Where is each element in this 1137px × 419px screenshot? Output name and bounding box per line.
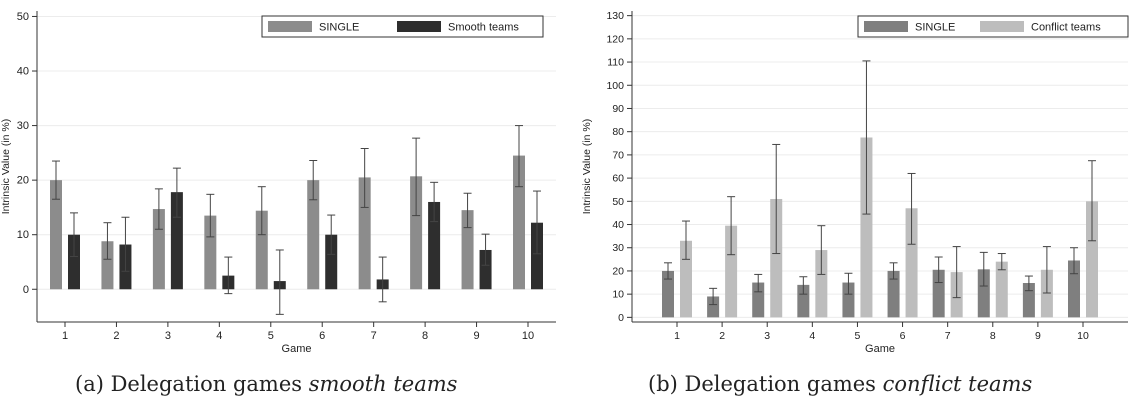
chart-a-ytick-label: 20: [17, 175, 29, 187]
chart-a-legend-swatch-single: [268, 21, 312, 32]
chart-b-bar-teams: [725, 225, 738, 318]
chart-b-ytick-label: 90: [612, 103, 624, 115]
chart-b-xtick-label: 2: [719, 330, 725, 342]
chart-b-bar-single: [977, 269, 990, 318]
chart-a-xtick-label: 1: [62, 330, 68, 342]
chart-a-bar-teams: [428, 201, 441, 290]
chart-b-ytick-label: 100: [606, 80, 624, 92]
chart-a-ytick-label: 0: [23, 284, 29, 296]
chart-a-legend-label-teams: Smooth teams: [448, 22, 519, 34]
chart-b-ytick-label: 110: [607, 57, 624, 69]
chart-b-ytick-label: 20: [612, 265, 624, 277]
chart-b-bar-teams: [770, 198, 783, 318]
chart-b-xtick-label: 6: [900, 330, 906, 342]
chart-b-xtick-label: 10: [1077, 330, 1089, 342]
chart-a-xtick-label: 7: [371, 330, 377, 342]
chart-a-legend-swatch-teams: [397, 21, 441, 32]
caption-a-prefix: (a) Delegation games: [75, 372, 309, 396]
chart-b-ytick-label: 120: [606, 33, 624, 45]
caption-b-prefix: (b) Delegation games: [648, 372, 883, 396]
chart-b-xtick-label: 9: [1035, 330, 1041, 342]
chart-b-xtick-label: 7: [945, 330, 951, 342]
chart-a-ytick-label: 40: [17, 66, 29, 78]
chart-b-bar-single: [1022, 283, 1035, 318]
chart-b-xtick-label: 5: [855, 330, 861, 342]
chart-a-bar-single: [358, 177, 371, 290]
chart-a-xtick-label: 5: [268, 330, 274, 342]
chart-b-ytick-label: 80: [612, 126, 624, 138]
chart-a-bar-single: [204, 215, 217, 290]
chart-a-plot-area: [37, 11, 556, 322]
chart-b-bar-teams: [680, 240, 692, 318]
chart-a-xtick-label: 8: [422, 330, 428, 342]
chart-b-y-axis-title: Intrinsic Value (in %): [581, 119, 593, 215]
chart-b-x-axis-title: Game: [865, 343, 895, 355]
chart-a-ytick-label: 50: [17, 11, 29, 23]
chart-b-legend-label-single: SINGLE: [915, 22, 955, 34]
chart-b-bar-teams: [1086, 201, 1098, 318]
chart-a-xtick-label: 2: [113, 330, 119, 342]
chart-b-plot-area: [632, 11, 1128, 322]
caption-a-emph: smooth teams: [308, 372, 458, 396]
caption-b: (b) Delegation games conflict teams: [648, 372, 1032, 396]
chart-panel-b: 0 10 20 30 40 50 60 70 80 90 100 110 120 130 1 2 3 4 5 6 7 8 9…: [568, 0, 1137, 419]
chart-a-ytick-label: 10: [17, 229, 29, 241]
chart-a-bar-single: [255, 210, 268, 290]
chart-a-bar-single: [307, 180, 320, 290]
chart-a-ytick-label: 30: [17, 120, 29, 132]
chart-b-legend-label-teams: Conflict teams: [1031, 22, 1101, 34]
chart-b-bar-single: [932, 269, 945, 318]
chart-b-bar-single: [1068, 260, 1080, 318]
chart-b-bar-teams: [815, 250, 828, 318]
chart-b-bar-teams: [995, 261, 1008, 318]
chart-b-xtick-label: 4: [809, 330, 815, 342]
chart-a-xtick-label: 10: [522, 330, 534, 342]
chart-b-ytick-label: 10: [612, 289, 624, 301]
chart-b-ytick-label: 60: [612, 173, 624, 185]
chart-a-xtick-label: 6: [319, 330, 325, 342]
chart-a-bar-single: [101, 241, 114, 290]
chart-a-bar-teams: [479, 249, 492, 290]
chart-b-bar-single: [887, 270, 900, 318]
chart-b-bar-single: [707, 296, 720, 318]
chart-b-bar-teams: [860, 137, 873, 318]
chart-b-ytick-label: 0: [618, 312, 624, 324]
chart-a-bar-teams: [325, 234, 338, 290]
chart-panel-a: 0 10 20 30 40 50 1 2 3 4 5 6 7 8 9 10 Game Intrinsic Valu…: [0, 0, 568, 419]
chart-a-y-axis-title: Intrinsic Value (in %): [0, 119, 12, 215]
chart-b-bar-single: [752, 282, 765, 318]
chart-b-ytick-label: 130: [606, 10, 624, 22]
chart-b-legend-swatch-single: [864, 21, 908, 32]
chart-a-bar-single: [50, 180, 62, 290]
chart-a-legend-label-single: SINGLE: [319, 22, 359, 34]
chart-b-bar-teams: [905, 208, 918, 318]
chart-b-ytick-label: 30: [612, 242, 624, 254]
chart-b-bar-single: [662, 270, 674, 318]
chart-b-bar-single: [797, 284, 810, 318]
caption-b-emph: conflict teams: [882, 372, 1033, 396]
chart-a-bar-teams: [531, 222, 543, 290]
chart-b-xtick-label: 8: [990, 330, 996, 342]
chart-b-ytick-label: 50: [612, 196, 624, 208]
chart-a-bar-teams: [170, 192, 183, 290]
chart-b-xtick-label: 1: [674, 330, 680, 342]
chart-b-legend-swatch-teams: [980, 21, 1024, 32]
chart-a-bar-single: [513, 155, 525, 290]
chart-a-bar-teams: [68, 234, 80, 290]
chart-a-xtick-label: 4: [216, 330, 222, 342]
chart-b-ytick-label: 40: [612, 219, 624, 231]
chart-a-bar-single: [410, 176, 423, 290]
chart-b-xtick-label: 3: [764, 330, 770, 342]
chart-b-bar-single: [842, 282, 855, 318]
chart-b-ytick-label: 70: [612, 149, 624, 161]
chart-b-bar-teams: [1040, 269, 1053, 318]
chart-b-svg: 0 10 20 30 40 50 60 70 80 90 100 110 120 130 1 2 3 4 5 6 7 8 9…: [581, 10, 1129, 355]
chart-a-xtick-label: 3: [165, 330, 171, 342]
chart-a-x-axis-title: Game: [282, 343, 312, 355]
chart-a-xtick-label: 9: [473, 330, 479, 342]
chart-a-svg: 0 10 20 30 40 50 1 2 3 4 5 6 7 8 9 10 Game Intrinsic Valu…: [0, 11, 556, 355]
caption-a: (a) Delegation games smooth teams: [75, 372, 457, 396]
chart-a-bar-single: [461, 210, 474, 290]
